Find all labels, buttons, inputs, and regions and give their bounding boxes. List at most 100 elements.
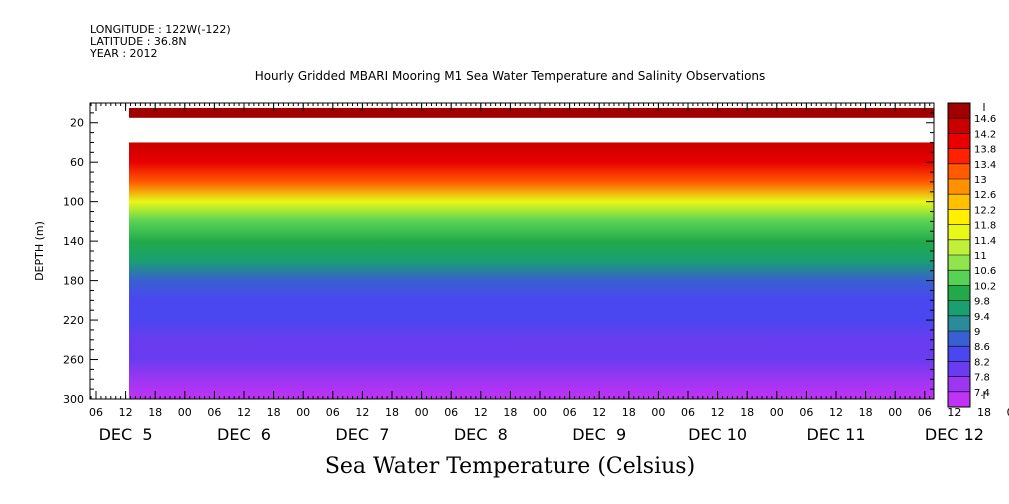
colorbar-label: 12.2: [974, 205, 996, 216]
x-hour-label: 18: [267, 406, 281, 419]
y-tick-label: 60: [70, 156, 84, 169]
colorbar-swatch: [948, 346, 970, 362]
colorbar-swatch: [948, 255, 970, 271]
x-hour-label: 00: [1007, 406, 1009, 419]
y-tick-label: 100: [63, 196, 84, 209]
colorbar-swatch: [948, 224, 970, 241]
x-hour-label: 12: [119, 406, 133, 419]
x-hour-label: 06: [563, 406, 577, 419]
colorbar-swatch: [948, 270, 970, 286]
x-hour-label: 00: [651, 406, 665, 419]
x-hour-label: 18: [740, 406, 754, 419]
x-hour-label: 18: [977, 406, 991, 419]
y-axis: 20 60 100 140 180 220 260 300: [63, 102, 934, 406]
colorbar-swatch: [948, 179, 970, 195]
y-tick-label: 20: [70, 117, 84, 130]
x-day-label: DEC 11: [806, 425, 865, 444]
x-hour-label: 18: [148, 406, 162, 419]
y-axis-label: DEPTH (m): [33, 221, 46, 281]
x-hour-label: 18: [385, 406, 399, 419]
x-hour-label: 06: [444, 406, 458, 419]
colorbar-label: 11.4: [974, 236, 996, 247]
x-hour-label: 00: [770, 406, 784, 419]
colorbar-label: 14.2: [974, 129, 996, 140]
colorbar-label: 7.4: [974, 388, 990, 399]
y-tick-label: 260: [63, 354, 84, 367]
colorbar-swatch: [948, 331, 970, 347]
x-day-label: DEC 5: [99, 425, 153, 444]
colorbar-swatch: [948, 148, 970, 165]
y-tick-label: 140: [63, 235, 84, 248]
colorbar-swatch: [948, 163, 970, 180]
x-day-label: DEC 7: [335, 425, 389, 444]
colorbar-swatch: [948, 209, 970, 226]
x-hour-label: 00: [888, 406, 902, 419]
y-tick-label: 220: [63, 314, 84, 327]
colorbar-swatch: [948, 300, 970, 317]
colorbar-swatch: [948, 103, 970, 119]
colorbar-swatch: [948, 376, 970, 393]
x-hour-label: 06: [89, 406, 103, 419]
year-label: YEAR : 2012: [90, 47, 158, 60]
x-axis-title: Sea Water Temperature (Celsius): [324, 454, 696, 479]
x-day-label: DEC 10: [688, 425, 747, 444]
x-hour-label: 00: [415, 406, 429, 419]
colorbar-label: 12.6: [974, 190, 996, 201]
longitude-label: LONGITUDE : 122W(-122): [90, 23, 231, 36]
colorbar-swatch: [948, 118, 970, 134]
x-hour-label: 18: [622, 406, 636, 419]
heatmap-area: [90, 103, 934, 399]
colorbar-label: 14.6: [974, 114, 996, 125]
x-hour-label: 12: [474, 406, 488, 419]
x-day-label: DEC 12: [925, 425, 984, 444]
colorbar-label: 13.8: [974, 145, 996, 156]
temperature-field: [129, 142, 934, 399]
x-day-label: DEC 8: [454, 425, 508, 444]
x-hour-label: 00: [178, 406, 192, 419]
x-hour-label: 12: [237, 406, 251, 419]
x-hour-label: 18: [859, 406, 873, 419]
chart-title: Hourly Gridded MBARI Mooring M1 Sea Wate…: [254, 69, 766, 83]
colorbar-label: 8.6: [974, 342, 990, 353]
x-day-label: DEC 9: [572, 425, 626, 444]
x-hour-label: 00: [296, 406, 310, 419]
colorbar-label: 13.4: [974, 160, 996, 171]
colorbar-label: 10.6: [974, 266, 996, 277]
x-hour-label: 12: [592, 406, 606, 419]
surface-layer: [129, 107, 934, 118]
x-hour-label: 06: [326, 406, 340, 419]
x-hour-label: 06: [681, 406, 695, 419]
x-hour-label: 06: [918, 406, 932, 419]
colorbar-swatch: [948, 315, 970, 332]
x-hour-label: 12: [947, 406, 961, 419]
colorbar-label: 11: [974, 251, 987, 262]
colorbar-label: 7.8: [974, 373, 990, 384]
x-hour-label: 12: [829, 406, 843, 419]
x-hour-label: 18: [503, 406, 517, 419]
colorbar-label: 10.2: [974, 281, 996, 292]
x-hour-label: 06: [799, 406, 813, 419]
colorbar-swatch: [948, 391, 970, 408]
colorbar-label: 9.8: [974, 297, 990, 308]
colorbar-swatch: [948, 285, 970, 302]
colorbar-swatch: [948, 194, 970, 210]
colorbar-swatch: [948, 239, 970, 256]
x-hour-label: 00: [533, 406, 547, 419]
colorbar-swatch: [948, 361, 970, 378]
x-axis: 06 12 18 00 06 12 18 00 06 12 18 00 06 12 18 00 06 12 18 00…: [89, 103, 1009, 444]
colorbar-legend: 14.6 14.2 13.8 13.4 13 12.6 12.2 11.8 11.4 11 10.6…: [947, 102, 996, 408]
x-day-label: DEC 6: [217, 425, 271, 444]
y-tick-label: 300: [63, 393, 84, 406]
colorbar-label: 11.8: [974, 221, 996, 232]
x-hour-label: 12: [355, 406, 369, 419]
colorbar-label: 9.4: [974, 312, 990, 323]
colorbar-label: 8.2: [974, 357, 990, 368]
x-hour-label: 06: [207, 406, 221, 419]
colorbar-swatch: [948, 133, 970, 150]
latitude-label: LATITUDE : 36.8N: [90, 35, 187, 48]
colorbar-label: 9: [974, 327, 980, 338]
colorbar-label: 13: [974, 175, 987, 186]
x-hour-label: 12: [711, 406, 725, 419]
y-tick-label: 180: [63, 275, 84, 288]
